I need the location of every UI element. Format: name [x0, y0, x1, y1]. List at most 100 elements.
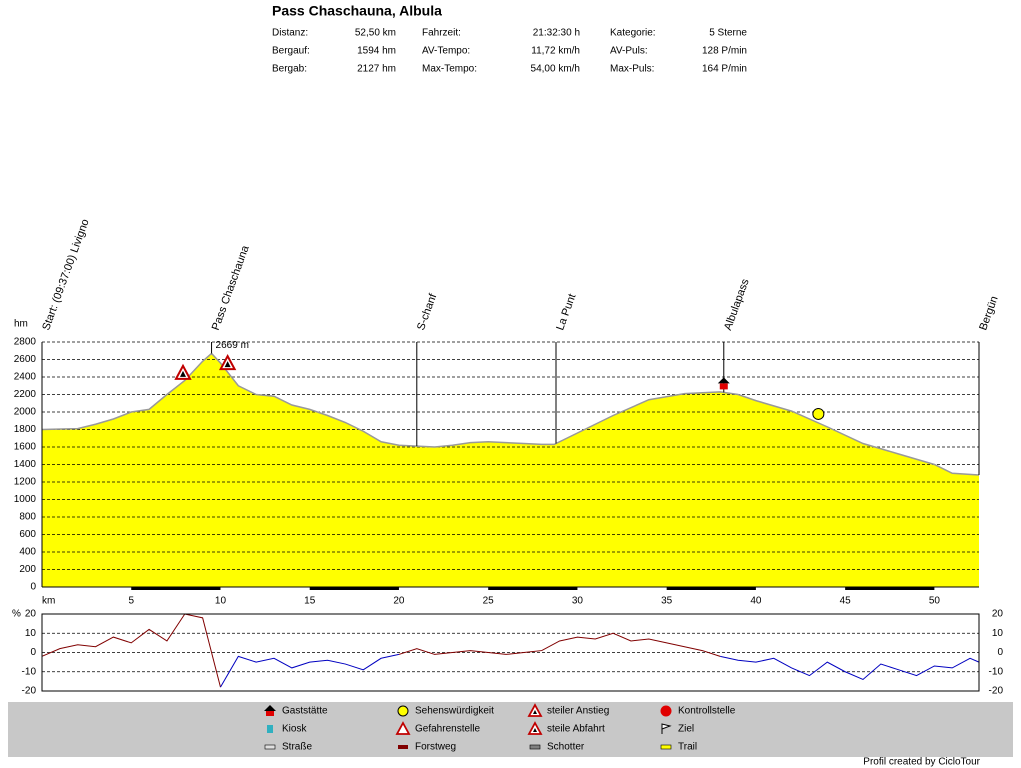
legend-icon: [527, 703, 543, 717]
x-tick-label: 35: [661, 596, 673, 607]
y-axis-label: hm: [14, 319, 28, 330]
marker-climb-inner: [179, 370, 186, 377]
y-unit: %: [12, 609, 21, 620]
y-tick-label: 20: [25, 609, 37, 620]
y-tick-label: -20: [22, 686, 37, 697]
stat-label: Max-Tempo:: [422, 64, 477, 75]
scale-bar: [131, 587, 221, 590]
legend-label: Ziel: [678, 724, 694, 735]
legend-box: [8, 702, 1013, 757]
stat-value: 21:32:30 h: [533, 28, 580, 39]
stat-value: 128 P/min: [702, 46, 747, 57]
y2-tick-label: 20: [992, 609, 1004, 620]
stat-label: Distanz:: [272, 28, 308, 39]
x-tick-label: 50: [929, 596, 941, 607]
waypoint-label: La Punt: [554, 292, 578, 332]
y-tick-label: 1200: [14, 477, 37, 488]
y-tick-label: 2200: [14, 389, 37, 400]
y2-tick-label: 10: [992, 628, 1004, 639]
legend-icon: [660, 744, 672, 750]
legend-label: Kontrollstelle: [678, 706, 736, 717]
legend-label: steile Abfahrt: [547, 724, 605, 735]
x-axis-label: km: [42, 596, 55, 607]
legend-icon: [395, 721, 411, 735]
y-tick-label: 2400: [14, 372, 37, 383]
x-tick-label: 15: [304, 596, 316, 607]
y-tick-label: 2800: [14, 337, 37, 348]
legend-icon: [264, 705, 276, 716]
legend-icon: [264, 744, 276, 750]
x-tick-label: 5: [128, 596, 134, 607]
y-tick-label: 1800: [14, 424, 37, 435]
scale-bar: [666, 587, 756, 590]
x-tick-label: 25: [483, 596, 495, 607]
waypoint-label: S-chanf: [415, 291, 440, 332]
y-tick-label: 0: [30, 582, 36, 593]
stat-label: Kategorie:: [610, 28, 656, 39]
legend-label: steiler Anstieg: [547, 706, 609, 717]
marker-inn-body: [719, 383, 728, 390]
stat-label: Fahrzeit:: [422, 28, 461, 39]
stat-value: 54,00 km/h: [531, 64, 580, 75]
plot-frame: [41, 613, 980, 692]
title: Pass Chaschauna, Albula: [272, 3, 442, 19]
stat-value: 5 Sterne: [709, 28, 747, 39]
footer: Profil created by CicloTour: [863, 757, 980, 768]
y-tick-label: 0: [30, 647, 36, 658]
legend-label: Kiosk: [282, 724, 307, 735]
stat-value: 52,50 km: [355, 28, 396, 39]
y-tick-label: 10: [25, 628, 37, 639]
legend-label: Trail: [678, 742, 697, 753]
marker-inn: [717, 377, 730, 384]
x-tick-label: 45: [840, 596, 852, 607]
waypoint-label: Albulapass: [722, 277, 752, 332]
x-tick-label: 10: [215, 596, 227, 607]
y-tick-label: 1600: [14, 442, 37, 453]
y2-tick-label: 0: [997, 647, 1003, 658]
scale-bar: [488, 587, 578, 590]
legend-icon: [660, 705, 672, 717]
x-tick-label: 20: [393, 596, 405, 607]
legend-label: Gaststätte: [282, 706, 328, 717]
y-tick-label: 2600: [14, 354, 37, 365]
y-tick-label: 400: [19, 547, 36, 558]
legend-label: Straße: [282, 742, 312, 753]
legend-icon: [397, 705, 409, 717]
waypoint-label: Start: (09:37:00) Livigno: [40, 218, 91, 332]
waypoint-label: Pass Chaschauna: [210, 243, 252, 332]
marker-sight: [812, 407, 825, 420]
stat-label: AV-Tempo:: [422, 46, 470, 57]
scale-bar: [309, 587, 399, 590]
legend-icon: [661, 723, 672, 734]
y2-tick-label: -10: [989, 666, 1004, 677]
gradient-line: [41, 613, 721, 688]
y-tick-label: 800: [19, 512, 36, 523]
stat-label: AV-Puls:: [610, 46, 648, 57]
stat-value: 11,72 km/h: [531, 46, 580, 57]
legend-label: Schotter: [547, 742, 585, 753]
x-tick-label: 30: [572, 596, 584, 607]
stat-label: Max-Puls:: [610, 64, 654, 75]
marker-descent-inner: [224, 361, 231, 368]
stat-value: 1594 hm: [357, 46, 396, 57]
y-tick-label: 200: [19, 564, 36, 575]
legend-label: Forstweg: [415, 742, 456, 753]
gradient-line: [220, 653, 980, 688]
legend-icon: [527, 721, 543, 735]
stat-label: Bergab:: [272, 64, 307, 75]
y-tick-label: 600: [19, 529, 36, 540]
legend-icon: [267, 725, 273, 733]
peak-label: 2669 m: [216, 340, 249, 351]
legend-icon: [398, 745, 408, 749]
y2-tick-label: -20: [989, 686, 1004, 697]
y-tick-label: 1400: [14, 459, 37, 470]
stat-value: 2127 hm: [357, 64, 396, 75]
x-tick-label: 40: [750, 596, 762, 607]
y-tick-label: 2000: [14, 407, 37, 418]
y-tick-label: 1000: [14, 494, 37, 505]
stat-value: 164 P/min: [702, 64, 747, 75]
legend-icon: [529, 744, 541, 750]
waypoint-label: Bergün: [977, 295, 1000, 332]
